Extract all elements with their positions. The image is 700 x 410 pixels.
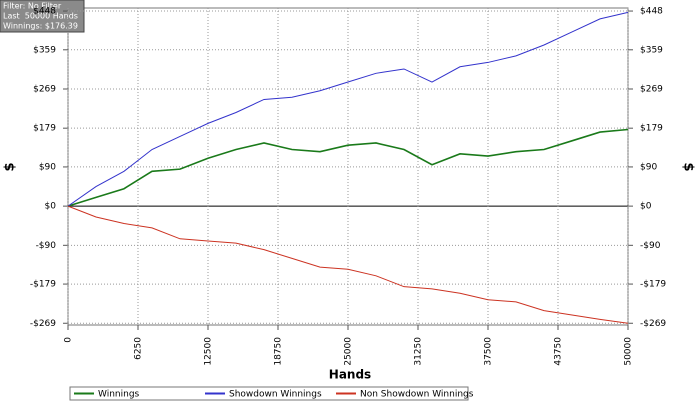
x-tick-label: 18750 xyxy=(274,337,284,366)
info-text: Winnings: $176.39 xyxy=(3,22,78,31)
y2-tick-label: $269 xyxy=(640,84,663,94)
x-tick-label: 31250 xyxy=(414,337,424,366)
y2-tick-label: $90 xyxy=(640,162,657,172)
x-tick-label: 37500 xyxy=(484,337,494,366)
y2-tick-label: $448 xyxy=(640,7,663,17)
series-line xyxy=(67,128,629,207)
y-tick-label: $269 xyxy=(33,84,56,94)
y2-tick-label: -$90 xyxy=(640,241,661,251)
y-tick-label: $179 xyxy=(33,124,56,134)
y2-axis-label: $ xyxy=(681,162,696,171)
y-tick-label: $0 xyxy=(45,202,57,212)
x-tick-label: 50000 xyxy=(624,337,634,366)
series-line xyxy=(67,11,629,207)
y-tick-label: -$269 xyxy=(30,319,56,329)
y-tick-label: $90 xyxy=(39,162,56,172)
y-tick-label: -$90 xyxy=(36,241,57,251)
info-text: Filter: No Filter xyxy=(3,2,62,11)
y2-tick-label: $359 xyxy=(640,45,663,55)
y-tick-label: $359 xyxy=(33,45,56,55)
x-tick-label: 12500 xyxy=(204,337,214,366)
info-text: Last 50000 Hands xyxy=(3,12,78,21)
series-line xyxy=(67,205,629,324)
x-tick-label: 0 xyxy=(64,337,74,343)
y2-tick-label: -$269 xyxy=(640,319,666,329)
y-axis-label: $ xyxy=(3,162,18,171)
y-tick-label: $448 xyxy=(33,7,56,17)
x-tick-label: 25000 xyxy=(344,337,354,366)
x-tick-label: 6250 xyxy=(134,337,144,360)
y2-tick-label: $179 xyxy=(640,124,663,134)
legend-label: Non Showdown Winnings xyxy=(360,390,474,400)
legend-label: Winnings xyxy=(98,390,140,400)
y2-tick-label: -$179 xyxy=(640,280,666,290)
x-axis-label: Hands xyxy=(329,368,371,382)
y-tick-label: -$179 xyxy=(30,280,56,290)
legend xyxy=(69,386,469,401)
y2-tick-label: $0 xyxy=(640,202,652,212)
legend-label: Showdown Winnings xyxy=(229,390,322,400)
x-tick-label: 43750 xyxy=(554,337,564,366)
info-box xyxy=(0,0,85,33)
